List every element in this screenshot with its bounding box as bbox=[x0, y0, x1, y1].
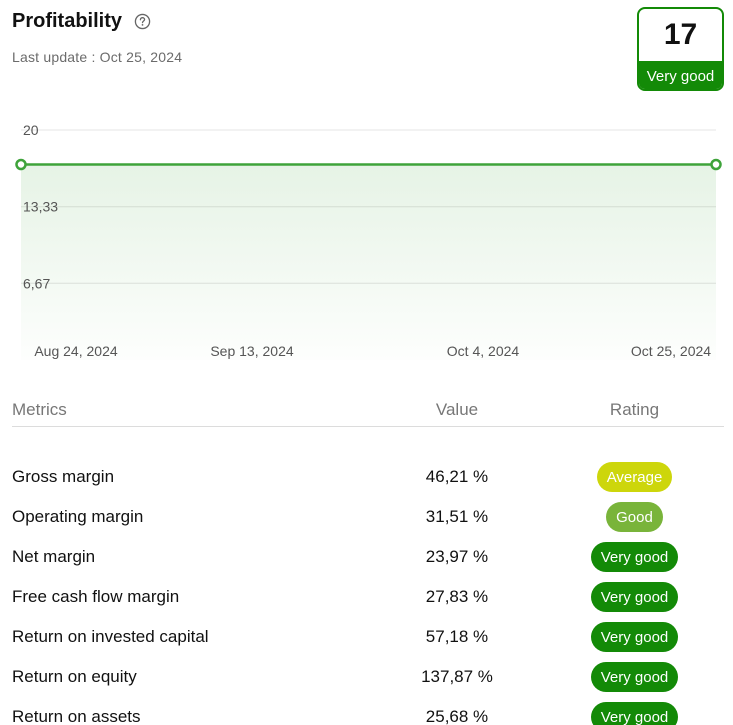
table-row: Return on invested capital 57,18 % Very … bbox=[12, 617, 724, 657]
x-tick-label: Aug 24, 2024 bbox=[34, 343, 118, 359]
x-tick-label: Sep 13, 2024 bbox=[210, 343, 294, 359]
header-value: Value bbox=[435, 400, 479, 419]
score-card: 17 Very good bbox=[637, 7, 724, 91]
table-row: Net margin 23,97 % Very good bbox=[12, 537, 724, 577]
rating-badge: Very good bbox=[590, 702, 679, 725]
title-row: Profitability bbox=[12, 10, 182, 33]
rating-badge: Very good bbox=[590, 622, 679, 652]
metric-name: Net margin bbox=[12, 547, 96, 566]
table-row: Return on equity 137,87 % Very good bbox=[12, 657, 724, 697]
score-label: Very good bbox=[639, 61, 722, 89]
metric-value: 46,21 % bbox=[425, 467, 489, 486]
area-fill bbox=[21, 164, 716, 360]
header-rating: Rating bbox=[609, 400, 660, 419]
header-metrics: Metrics bbox=[12, 400, 67, 419]
metric-value: 25,68 % bbox=[425, 707, 489, 725]
table-header: Metrics Value Rating bbox=[12, 400, 724, 427]
metric-value: 137,87 % bbox=[421, 667, 493, 686]
metric-value: 57,18 % bbox=[425, 627, 489, 646]
help-icon[interactable] bbox=[134, 13, 151, 30]
table-row: Free cash flow margin 27,83 % Very good bbox=[12, 577, 724, 617]
y-tick-label: 6,67 bbox=[23, 275, 50, 291]
table-body: Gross margin 46,21 % Average Operating m… bbox=[12, 457, 724, 725]
metric-name: Operating margin bbox=[12, 507, 144, 526]
metric-value: 23,97 % bbox=[425, 547, 489, 566]
metric-value: 27,83 % bbox=[425, 587, 489, 606]
metric-name: Free cash flow margin bbox=[12, 587, 180, 606]
data-point[interactable] bbox=[710, 158, 722, 171]
y-tick-label: 13,33 bbox=[23, 199, 58, 215]
x-tick-label: Oct 4, 2024 bbox=[447, 343, 520, 359]
table-row: Operating margin 31,51 % Good bbox=[12, 497, 724, 537]
metric-name: Return on equity bbox=[12, 667, 137, 686]
metric-name: Return on assets bbox=[12, 707, 141, 725]
table-row: Return on assets 25,68 % Very good bbox=[12, 697, 724, 725]
metrics-table: Metrics Value Rating Gross margin 46,21 … bbox=[12, 400, 724, 725]
x-tick-label: Oct 25, 2024 bbox=[631, 343, 711, 359]
rating-badge: Very good bbox=[590, 662, 679, 692]
metric-name: Gross margin bbox=[12, 467, 115, 486]
metric-value: 31,51 % bbox=[425, 507, 489, 526]
page-title: Profitability bbox=[12, 10, 123, 32]
last-update-text: Last update : Oct 25, 2024 bbox=[12, 49, 183, 65]
metric-name: Return on invested capital bbox=[12, 627, 209, 646]
data-point[interactable] bbox=[15, 158, 27, 171]
profitability-chart: 20 13,33 6,67 Aug 24, 2024 Sep 13, 2024 Oct … bbox=[15, 122, 722, 360]
score-value: 17 bbox=[663, 18, 698, 51]
rating-badge: Good bbox=[606, 502, 663, 532]
rating-badge: Very good bbox=[590, 582, 679, 612]
rating-badge: Average bbox=[596, 462, 673, 492]
header: Profitability Last update : Oct 25, 2024 bbox=[12, 10, 182, 65]
y-tick-label: 20 bbox=[23, 122, 39, 138]
rating-badge: Very good bbox=[590, 542, 679, 572]
table-row: Gross margin 46,21 % Average bbox=[12, 457, 724, 497]
